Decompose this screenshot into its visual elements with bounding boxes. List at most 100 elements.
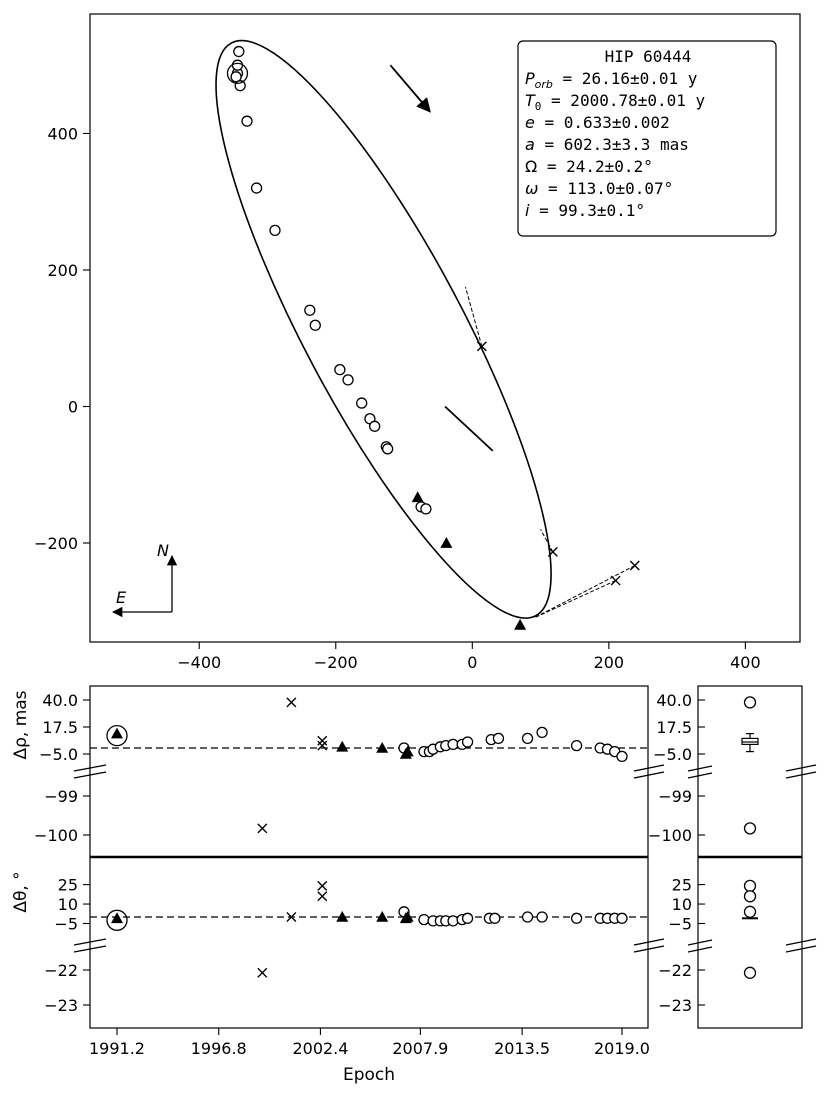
rho-circle-point <box>616 750 628 763</box>
delta-theta-ylabel: Δθ, ° <box>11 871 31 912</box>
distribution-axis-breaks <box>687 764 817 953</box>
orbit-frame <box>89 13 801 643</box>
box-line-i: i = 99.3±0.1° <box>525 201 645 220</box>
delta-theta-frame <box>89 856 649 1029</box>
orbit-parameters-box: HIP 60444 Porb = 26.16±0.01 y T0 = 2000.… <box>517 40 777 237</box>
orbit-cross-point-stroke-b <box>476 341 487 352</box>
orbit-circle-point <box>309 319 321 331</box>
orbit-ytick-label: 200 <box>47 261 78 280</box>
delta-rho-y-ticks: 40.0 17.5 −5.0 −99 −100 <box>34 691 90 845</box>
dist-theta-tick-label: 10 <box>672 895 692 914</box>
orbit-circle-point <box>234 80 246 92</box>
theta-circle-point <box>418 913 430 926</box>
rho-circle-point <box>570 739 583 752</box>
distribution-marks <box>741 696 759 979</box>
orbit-ellipse <box>215 39 552 619</box>
theta-circle-point <box>521 911 534 923</box>
rho-ytick-label: −99 <box>44 787 78 806</box>
theta-highlight-ring <box>106 909 128 931</box>
dist-theta-circle <box>743 905 757 918</box>
box-line-omega-big: Ω = 24.2±0.2° <box>525 157 653 176</box>
rho-circle-point <box>536 726 548 739</box>
box-title: HIP 60444 <box>605 47 692 66</box>
rho-circle-point <box>521 732 534 745</box>
theta-cross-point <box>317 891 328 902</box>
orbit-cross-point-stroke-b <box>610 575 621 586</box>
theta-ytick-label: −22 <box>44 961 78 980</box>
orbit-x-ticks: −400 −200 0 200 400 <box>177 642 761 672</box>
rho-circle-point <box>461 736 474 748</box>
box-line-a: a = 602.3±3.3 mas <box>525 135 689 154</box>
orbit-residual-line <box>540 529 554 553</box>
theta-ytick-label: 25 <box>58 876 78 895</box>
dist-rho-tick-label: −100 <box>648 826 692 845</box>
rho-cross-point <box>257 823 268 834</box>
orbit-xtick-label: −400 <box>177 653 221 672</box>
rho-circle-point <box>492 732 505 745</box>
dist-theta-circle <box>743 966 757 979</box>
rho-cross-point-stroke-b <box>257 823 268 834</box>
distribution-rho-ticks: 40.0 17.5 −5.0 −99 −100 <box>648 691 705 845</box>
theta-circle-point <box>536 911 548 923</box>
dist-theta-tick-label: −23 <box>658 996 692 1015</box>
rho-ytick-label: −5.0 <box>39 745 78 764</box>
box-line-omega: ω = 113.0±0.07° <box>525 179 673 198</box>
orbit-triangle-point <box>411 491 424 503</box>
dist-rho-tick-label: 17.5 <box>656 718 692 737</box>
orbit-ytick-label: 0 <box>68 398 78 417</box>
dist-rho-circle <box>743 822 757 835</box>
dist-theta-circle <box>743 890 757 903</box>
rho-cross-point <box>317 735 328 746</box>
delta-rho-panel: 40.0 17.5 −5.0 −99 −100 Δρ, mas <box>11 685 665 858</box>
epoch-xtick-label: 1996.8 <box>191 1039 247 1058</box>
compass: N E <box>111 541 178 618</box>
compass-north-label: N <box>157 541 169 560</box>
theta-cross-point <box>286 912 297 922</box>
dist-theta-tick-label: −22 <box>658 961 692 980</box>
rho-ytick-label: 40.0 <box>42 691 78 710</box>
delta-theta-points <box>106 880 628 978</box>
theta-circle-point <box>570 912 583 924</box>
theta-circle-point <box>616 912 628 924</box>
orbit-circle-point <box>382 443 394 455</box>
dist-theta-circle <box>743 879 757 893</box>
theta-cross-point-stroke-b <box>317 891 328 902</box>
box-line-period: Porb = 26.16±0.01 y <box>525 69 698 91</box>
orbit-circle-point <box>342 374 354 386</box>
orbit-circle-point <box>269 224 281 237</box>
epoch-xlabel: Epoch <box>343 1065 395 1085</box>
orbit-circle-point <box>231 59 244 71</box>
theta-circle-point <box>489 912 501 924</box>
orbit-circle-point <box>250 182 263 194</box>
theta-triangle-point <box>111 912 123 924</box>
orbit-panel: −400 −200 0 200 400 −200 0 200 400 HIP 60444 Po… <box>34 13 801 672</box>
dist-theta-tick-label: −5 <box>668 914 692 933</box>
orbit-xtick-label: −200 <box>314 653 358 672</box>
orbit-residual-line <box>533 580 616 619</box>
orbit-cross-point <box>547 546 558 557</box>
box-line-e: e = 0.633±0.002 <box>525 113 670 132</box>
dist-rho-tick-label: 40.0 <box>656 691 692 710</box>
dist-rho-tick-label: −99 <box>658 787 692 806</box>
orbit-residual-line <box>464 286 483 347</box>
theta-cross-point-stroke-b <box>286 912 297 922</box>
orbit-cross-point-stroke-b <box>629 560 640 571</box>
dist-rho-circle <box>743 696 757 709</box>
orbit-circle-point <box>304 304 316 316</box>
dist-rho-tick-label: −5.0 <box>653 745 692 764</box>
box-line-t0: T0 = 2000.78±0.01 y <box>525 91 706 113</box>
orbit-ytick-label: 400 <box>47 124 78 143</box>
rho-triangle-point <box>401 745 414 757</box>
theta-ytick-label: −5 <box>54 914 78 933</box>
orbit-circle-point <box>369 420 381 432</box>
theta-cross-point <box>257 967 268 978</box>
theta-circle-point <box>461 912 474 924</box>
theta-cross-point-stroke-b <box>317 880 328 891</box>
theta-triangle-point <box>401 911 414 922</box>
dist-theta-tick-label: 25 <box>672 876 692 895</box>
delta-rho-points <box>106 697 628 834</box>
epoch-xtick-label: 2002.4 <box>292 1039 348 1058</box>
delta-rho-frame <box>89 685 649 858</box>
orbit-xtick-label: 0 <box>467 653 477 672</box>
